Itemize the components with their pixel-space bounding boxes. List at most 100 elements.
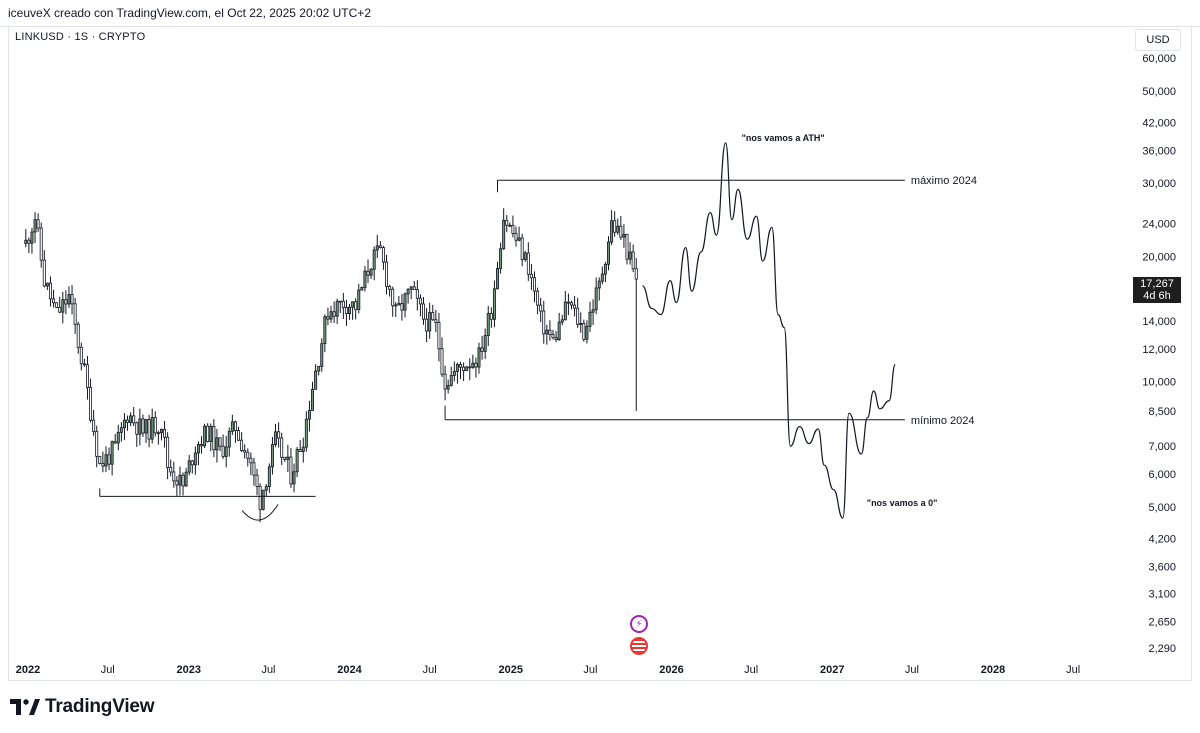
candle-body — [98, 455, 102, 464]
candle-body — [341, 300, 345, 308]
candle-body — [95, 430, 99, 457]
candle-body — [603, 263, 607, 275]
candle-body — [126, 419, 130, 423]
candle-body — [264, 486, 268, 491]
candle-body — [52, 298, 56, 304]
y-tick-label: 2,290 — [1148, 643, 1176, 655]
candle-body — [135, 422, 139, 435]
x-tick-label: 2023 — [177, 664, 201, 676]
bottom-arc — [241, 504, 279, 521]
attribution-header: iceuveX creado con TradingView.com, el O… — [0, 0, 1200, 27]
y-tick-label: 30,000 — [1142, 178, 1176, 190]
candle-body — [409, 286, 413, 290]
time-axis[interactable]: 2022 Jul 2023 Jul 2024 Jul 2025 Jul 2026 Jul 2027 J… — [16, 664, 1080, 676]
candle-body — [465, 366, 469, 372]
tradingview-logo[interactable]: TradingView — [10, 696, 155, 718]
candle-body — [237, 430, 241, 441]
candle-body — [258, 486, 262, 510]
candle-body — [579, 322, 583, 325]
candle-body — [89, 387, 93, 421]
candle-body — [33, 219, 37, 233]
y-tick-label: 10,000 — [1142, 377, 1176, 389]
ath-annotation: "nos vamos a ATH" — [742, 133, 825, 143]
current-price-countdown: 4d 6h — [1143, 290, 1171, 302]
projection-path — [642, 142, 896, 519]
candle-body — [61, 299, 65, 313]
candle-body — [181, 474, 185, 487]
price-axis[interactable]: 60,000 50,000 42,000 36,000 30,000 24,000 20,0… — [1142, 53, 1176, 655]
candle-body — [104, 454, 108, 467]
candle-body — [163, 428, 167, 438]
candle-body — [348, 306, 351, 315]
candle-body — [369, 268, 373, 276]
y-tick-label: 60,000 — [1142, 53, 1176, 65]
us-flag-event-icon[interactable] — [630, 637, 648, 655]
candle-body — [378, 245, 382, 248]
candle-body — [335, 300, 339, 317]
y-tick-label: 8,500 — [1148, 406, 1176, 418]
x-tick-label: 2028 — [981, 664, 1005, 676]
candle-body — [39, 227, 43, 261]
candle-body — [440, 348, 444, 375]
candle-body — [351, 301, 355, 308]
chart-canvas[interactable]: máximo 2024 mínimo 2024 "nos vamos a ATH" "… — [0, 27, 1200, 681]
candle-body — [30, 231, 34, 244]
tradingview-logo-icon — [10, 699, 40, 715]
candle-body — [452, 370, 456, 376]
candle-body — [311, 388, 315, 411]
candle-body — [159, 428, 163, 434]
x-tick-label: Jul — [423, 664, 437, 676]
candle-body — [372, 249, 376, 270]
currency-button[interactable]: USD — [1135, 29, 1181, 51]
min-2024-label: mínimo 2024 — [911, 415, 975, 427]
candle-body — [385, 261, 388, 287]
candle-body — [391, 288, 395, 307]
candle-body — [320, 343, 324, 367]
candle-body — [412, 286, 416, 290]
candle-body — [406, 288, 410, 295]
candle-body — [175, 480, 179, 486]
candle-body — [459, 364, 462, 368]
y-tick-label: 12,000 — [1142, 344, 1176, 356]
lightning-event-icon[interactable]: ⚡ — [630, 615, 648, 633]
candle-body — [113, 441, 117, 444]
candle-body — [178, 474, 182, 486]
candle-body — [286, 456, 290, 460]
max-2024-label: máximo 2024 — [911, 175, 977, 187]
candle-body — [224, 446, 228, 457]
candle-body — [132, 415, 136, 424]
candle-body — [240, 439, 244, 451]
candle-body — [209, 425, 213, 442]
drawings[interactable]: máximo 2024 mínimo 2024 "nos vamos a ATH" "… — [99, 133, 977, 521]
candle-body — [274, 431, 278, 445]
candle-body — [474, 362, 478, 368]
candle-body — [477, 347, 481, 368]
attribution-text: iceuveX creado con TradingView.com, el O… — [8, 6, 371, 20]
candle-body — [542, 310, 546, 335]
candle-body — [338, 300, 342, 303]
candle-body — [58, 307, 62, 313]
candle-body — [511, 224, 515, 234]
brand-name: TradingView — [45, 696, 155, 717]
candle-body — [619, 225, 623, 238]
candle-body — [221, 445, 225, 457]
candle-body — [616, 225, 620, 233]
x-tick-label: Jul — [583, 664, 597, 676]
candle-body — [144, 419, 148, 434]
symbol-label[interactable]: LINKUSD · 1S · CRYPTO — [15, 31, 146, 43]
candle-body — [289, 456, 293, 485]
candle-body — [307, 409, 311, 420]
candle-body — [582, 322, 586, 340]
candle-body — [24, 239, 28, 244]
candle-body — [357, 289, 361, 310]
candle-body — [418, 297, 422, 305]
candle-body — [496, 268, 499, 290]
candle-body — [443, 373, 447, 390]
candle-body — [539, 304, 543, 312]
candle-body — [631, 251, 635, 270]
candle-body — [523, 252, 527, 260]
candle-body — [634, 268, 638, 280]
candle-body — [422, 303, 425, 320]
x-tick-label: Jul — [101, 664, 115, 676]
y-tick-label: 7,000 — [1148, 441, 1176, 453]
